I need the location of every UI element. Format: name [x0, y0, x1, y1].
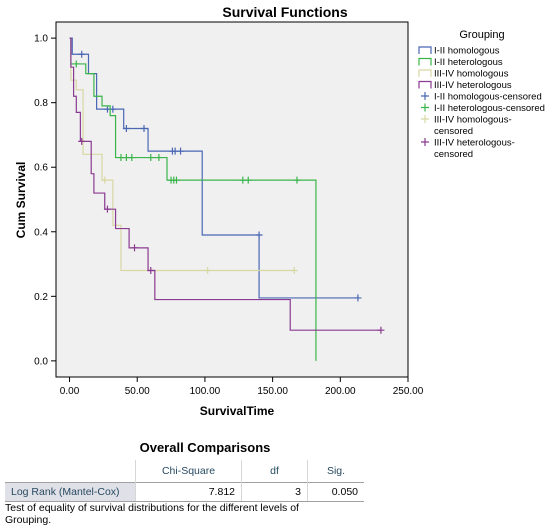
y-axis-label: Cum Survival [14, 162, 28, 239]
y-tick-label: 0.8 [34, 98, 48, 109]
survival-line-iii-iv-homologous [69, 37, 295, 272]
x-tick-label: 250.00 [393, 386, 424, 397]
x-tick-label: 100.00 [190, 386, 221, 397]
header-sig: Sig. [307, 460, 364, 483]
legend-title: Grouping [459, 29, 504, 41]
chart-title: Survival Functions [222, 4, 347, 20]
y-tick-label: 0.6 [34, 163, 48, 174]
legend-swatch-i-ii-heterologous [418, 57, 432, 66]
stats-header-row: Chi-Square df Sig. [5, 460, 364, 483]
censored-marker-i-ii-homologous [255, 231, 263, 239]
censored-marker-i-ii-heterologous [147, 154, 155, 162]
x-tick-label: 200.00 [325, 386, 356, 397]
series-layer [69, 37, 385, 361]
censored-marker-iii-iv-homologous [204, 267, 212, 274]
stats-row: Log Rank (Mantel-Cox) 7.812 3 0.050 [5, 482, 364, 502]
stats-footnote: Test of equality of survival distributio… [5, 502, 299, 526]
header-blank [5, 460, 136, 483]
legend-label: I-II homologous-censored [434, 92, 542, 103]
y-axis: 0.0 0.2 0.4 0.6 0.8 1.0 [34, 34, 56, 367]
legend-label: I-II homologous [434, 46, 500, 57]
survival-line-i-ii-heterologous [69, 37, 317, 361]
censored-marker-iii-iv-heterologous [103, 205, 111, 213]
censored-marker-i-ii-homologous [122, 125, 130, 132]
y-tick-label: 0.4 [34, 227, 48, 238]
censored-marker-i-ii-heterologous [72, 60, 80, 68]
legend-swatch-i-ii-homologous [418, 46, 432, 54]
chi-square-value: 7.812 [135, 482, 242, 502]
stats-title: Overall Comparisons [139, 440, 271, 455]
censored-marker-i-ii-heterologous [155, 154, 163, 162]
header-df: df [241, 460, 308, 483]
stats-table: Chi-Square df Sig. Log Rank (Mantel-Cox)… [5, 460, 364, 502]
legend-label: I-II heterologous [434, 57, 503, 68]
legend-label: I-II heterologous-censored [434, 103, 545, 114]
sig-value: 0.050 [307, 482, 364, 502]
x-tick-label: 50.00 [125, 386, 150, 397]
legend-label: III-IV heterologous-censored [434, 138, 515, 161]
y-tick-label: 0.2 [34, 292, 48, 303]
plot-area [55, 21, 409, 378]
censored-marker-iii-iv-heterologous [78, 137, 86, 145]
legend-swatch-iii-iv-homologous [418, 69, 432, 77]
censored-marker-iii-iv-heterologous [377, 326, 385, 334]
legend-censored-swatch-i-ii-heterologous [421, 103, 429, 112]
censored-marker-i-ii-heterologous [293, 176, 301, 184]
y-tick-label: 0.0 [34, 356, 48, 367]
y-tick-label: 1.0 [34, 34, 48, 45]
censored-marker-i-ii-homologous [354, 294, 362, 302]
x-axis-label: SurvivalTime [200, 404, 275, 418]
censored-marker-i-ii-heterologous [128, 154, 136, 162]
x-tick-label: 0.00 [60, 386, 80, 397]
legend-swatch-iii-iv-heterologous [418, 80, 432, 89]
legend-censored-swatch-i-ii-homologous [421, 92, 429, 100]
legend-label: III-IV heterologous [434, 80, 512, 91]
legend-label: III-IV homologous-censored [434, 115, 512, 138]
censored-marker-i-ii-heterologous [172, 176, 180, 184]
x-axis: 0.00 50.00 100.00 150.00 200.00 250.00 [60, 377, 424, 397]
censored-marker-i-ii-heterologous [244, 176, 252, 184]
censored-marker-iii-iv-heterologous [131, 244, 139, 252]
survival-chart: Survival Functions 0.0 0.2 0.4 0.6 0.8 1.0 0.… [14, 4, 545, 418]
censored-marker-iii-iv-homologous [290, 267, 298, 274]
row-label: Log Rank (Mantel-Cox) [5, 482, 136, 502]
df-value: 3 [241, 482, 308, 502]
legend-censored-swatch-iii-iv-homologous [421, 115, 429, 123]
censored-marker-iii-iv-heterologous [147, 267, 155, 274]
header-chi-square: Chi-Square [135, 460, 242, 483]
censored-marker-iii-iv-homologous [101, 176, 109, 184]
legend-label: III-IV homologous [434, 69, 509, 80]
censored-marker-i-ii-homologous [140, 125, 148, 132]
censored-marker-i-ii-homologous [78, 50, 86, 58]
censored-marker-i-ii-homologous [177, 147, 185, 155]
x-tick-label: 150.00 [257, 386, 288, 397]
legend-censored-swatch-iii-iv-heterologous [421, 138, 429, 146]
